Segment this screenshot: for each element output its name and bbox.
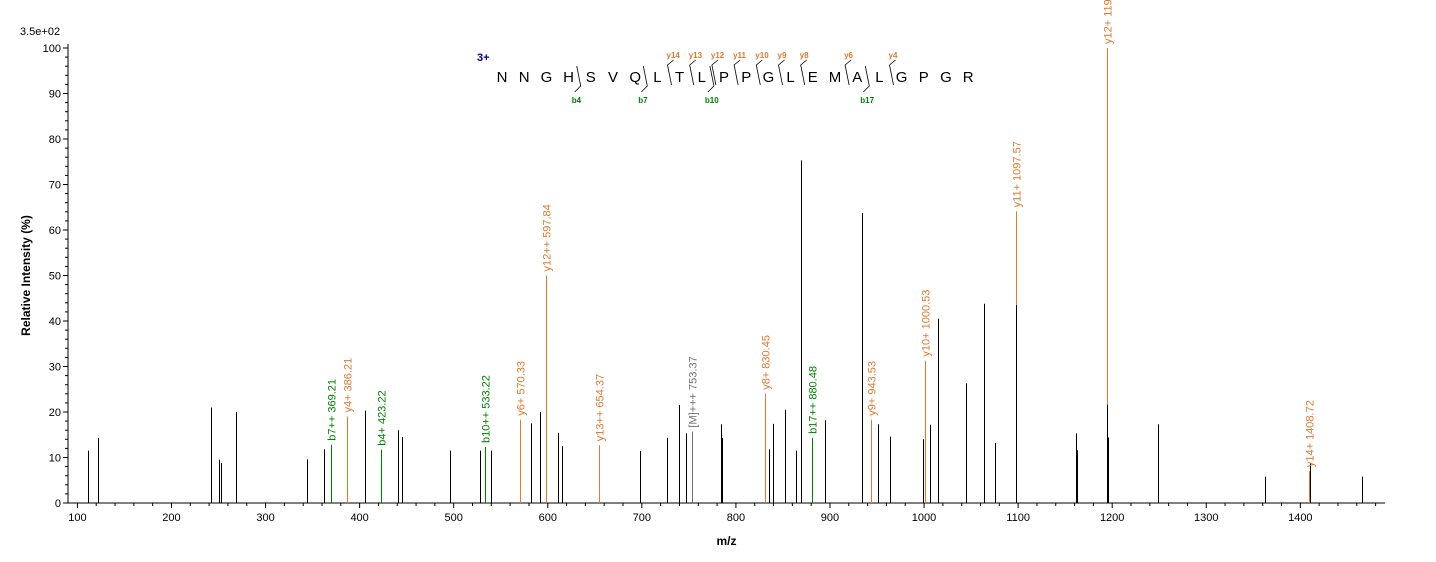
x-tick-label: 800 <box>727 512 745 524</box>
y-ion-bracket <box>889 59 896 86</box>
y-tick-label: 30 <box>49 362 61 374</box>
y-ion-bracket <box>755 59 763 86</box>
x-tick-label: 100 <box>68 512 86 524</box>
y-ion-label: y13 <box>689 51 703 60</box>
y-tick-label: 90 <box>49 89 61 101</box>
y-ion-bracket <box>844 59 852 86</box>
peak-label: b4+ 423.22 <box>377 390 389 445</box>
y-tick-label: 20 <box>49 407 61 419</box>
x-tick-label: 300 <box>256 512 274 524</box>
sequence-residue: M <box>829 69 842 86</box>
b-ion-label: b7 <box>638 96 648 105</box>
y-ion-label: y14 <box>667 51 681 60</box>
b-ion-bracket <box>574 65 582 93</box>
y-ion-bracket <box>800 59 807 86</box>
sequence-residue: G <box>541 69 553 86</box>
sequence-residue: L <box>653 69 661 86</box>
y-ion-label: y6 <box>844 51 853 60</box>
y-ion-bracket <box>667 59 674 86</box>
sequence-residue: T <box>675 69 684 86</box>
y-tick-label: 50 <box>49 271 61 283</box>
x-tick-label: 500 <box>445 512 463 524</box>
y-ion-label: y10 <box>755 51 769 60</box>
peak-label: y4+ 386.21 <box>343 358 355 413</box>
peak-label: y12++ 597.84 <box>542 204 554 271</box>
sequence-residue: G <box>896 69 908 86</box>
y-ion-bracket <box>778 59 785 86</box>
y-tick-label: 100 <box>43 43 61 55</box>
y-axis-title: Relative Intensity (%) <box>19 215 33 336</box>
scale-label: 3.5e+02 <box>20 26 60 38</box>
x-axis-title: m/z <box>716 534 736 548</box>
y-ion-bracket <box>733 59 741 86</box>
sequence-residue: N <box>519 69 530 86</box>
y-ion-bracket <box>689 59 696 86</box>
peak-label: y12+ 1194.63 <box>1103 0 1115 44</box>
sequence-residue: G <box>763 69 775 86</box>
sequence-residue: R <box>963 69 974 86</box>
y-tick-label: 70 <box>49 180 61 192</box>
peak-labels-layer: b7++ 369.21 y4+ 386.21 b4+ 423.22 b10++ 533… <box>327 0 1317 467</box>
sequence-residue: P <box>719 69 729 86</box>
x-tick-label: 1300 <box>1194 512 1218 524</box>
b-ion-bracket <box>863 65 870 93</box>
sequence-residue: L <box>786 69 794 86</box>
sequence-residue: H <box>563 69 574 86</box>
peak-label: y8+ 830.45 <box>761 335 773 390</box>
sequence-residue: S <box>586 69 596 86</box>
y-tick-label: 60 <box>49 225 61 237</box>
axes: 0 10 20 30 40 50 60 70 80 90 100 100 200 300 400 500 600… <box>43 43 1385 524</box>
x-tick-label: 1200 <box>1100 512 1124 524</box>
sequence-residue: Q <box>629 69 641 86</box>
y-tick-label: 0 <box>55 498 61 510</box>
x-tick-label: 700 <box>633 512 651 524</box>
peak-label: y14+ 1408.72 <box>1305 400 1317 467</box>
peak-label: b7++ 369.21 <box>327 379 339 441</box>
b-ion-bracket <box>707 65 715 93</box>
sequence-residue: N <box>497 69 508 86</box>
charge-state: 3+ <box>477 52 490 64</box>
y-ion-bracket <box>711 59 719 86</box>
y-ion-label: y11 <box>733 51 746 60</box>
y-ion-label: y8 <box>800 51 809 60</box>
peaks-layer <box>88 48 1363 503</box>
sequence-residue: A <box>852 69 862 86</box>
x-tick-label: 1100 <box>1006 512 1030 524</box>
y-tick-label: 10 <box>49 453 61 465</box>
sequence-residue: P <box>919 69 929 86</box>
b-ion-label: b17 <box>860 96 874 105</box>
peak-label: y9+ 943.53 <box>867 361 879 416</box>
sequence-residue: G <box>940 69 952 86</box>
b-ion-label: b4 <box>572 96 582 105</box>
sequence-residue: E <box>808 69 818 86</box>
sequence-residue: V <box>608 69 618 86</box>
x-tick-label: 1400 <box>1288 512 1312 524</box>
x-tick-label: 600 <box>539 512 557 524</box>
sequence-residue: L <box>698 69 706 86</box>
y-tick-label: 40 <box>49 316 61 328</box>
sequence-residue: L <box>875 69 883 86</box>
y-tick-label: 80 <box>49 134 61 146</box>
y-ion-label: y9 <box>778 51 787 60</box>
peak-label: [M]+++ 753.37 <box>688 356 700 427</box>
x-tick-label: 1000 <box>912 512 936 524</box>
x-tick-label: 400 <box>350 512 368 524</box>
b-ion-label: b10 <box>705 96 719 105</box>
y-ion-label: y12 <box>711 51 725 60</box>
x-tick-label: 200 <box>162 512 180 524</box>
peak-label: b17++ 880.48 <box>808 366 820 434</box>
sequence-residue: P <box>741 69 751 86</box>
peak-label: y13++ 654.37 <box>595 374 607 441</box>
x-tick-label: 900 <box>821 512 839 524</box>
peak-label: y11+ 1097.57 <box>1012 141 1024 207</box>
peak-label: y10+ 1000.53 <box>921 290 933 357</box>
y-ion-label: y4 <box>889 51 898 60</box>
peak-label: b10++ 533.22 <box>481 375 493 443</box>
peak-label: y6+ 570.33 <box>516 361 528 416</box>
b-ion-bracket <box>641 65 648 93</box>
